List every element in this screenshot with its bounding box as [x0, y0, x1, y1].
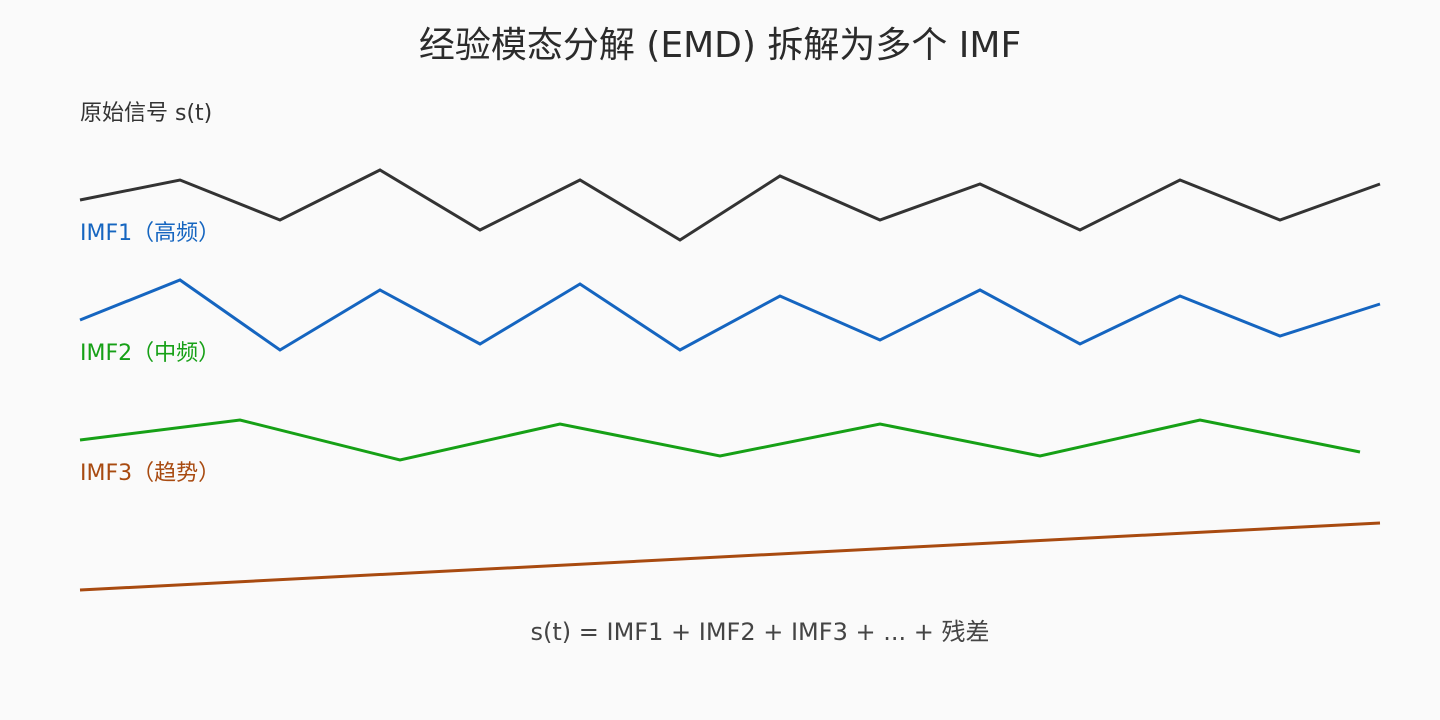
imf3-label: IMF3（趋势） [80, 461, 220, 486]
original-signal-waveform [79, 168, 1381, 242]
imf1-waveform [79, 278, 1381, 352]
imf3-trend-line [79, 521, 1381, 592]
imf2-label: IMF2（中频） [80, 341, 220, 366]
imf2-waveform [79, 418, 1361, 462]
emd-formula: s(t) = IMF1 + IMF2 + IMF3 + ... + 残差 [531, 618, 990, 646]
diagram-title: 经验模态分解 (EMD) 拆解为多个 IMF [419, 25, 1021, 66]
original-signal-label: 原始信号 s(t) [80, 101, 212, 126]
imf1-label: IMF1（高频） [80, 221, 220, 246]
